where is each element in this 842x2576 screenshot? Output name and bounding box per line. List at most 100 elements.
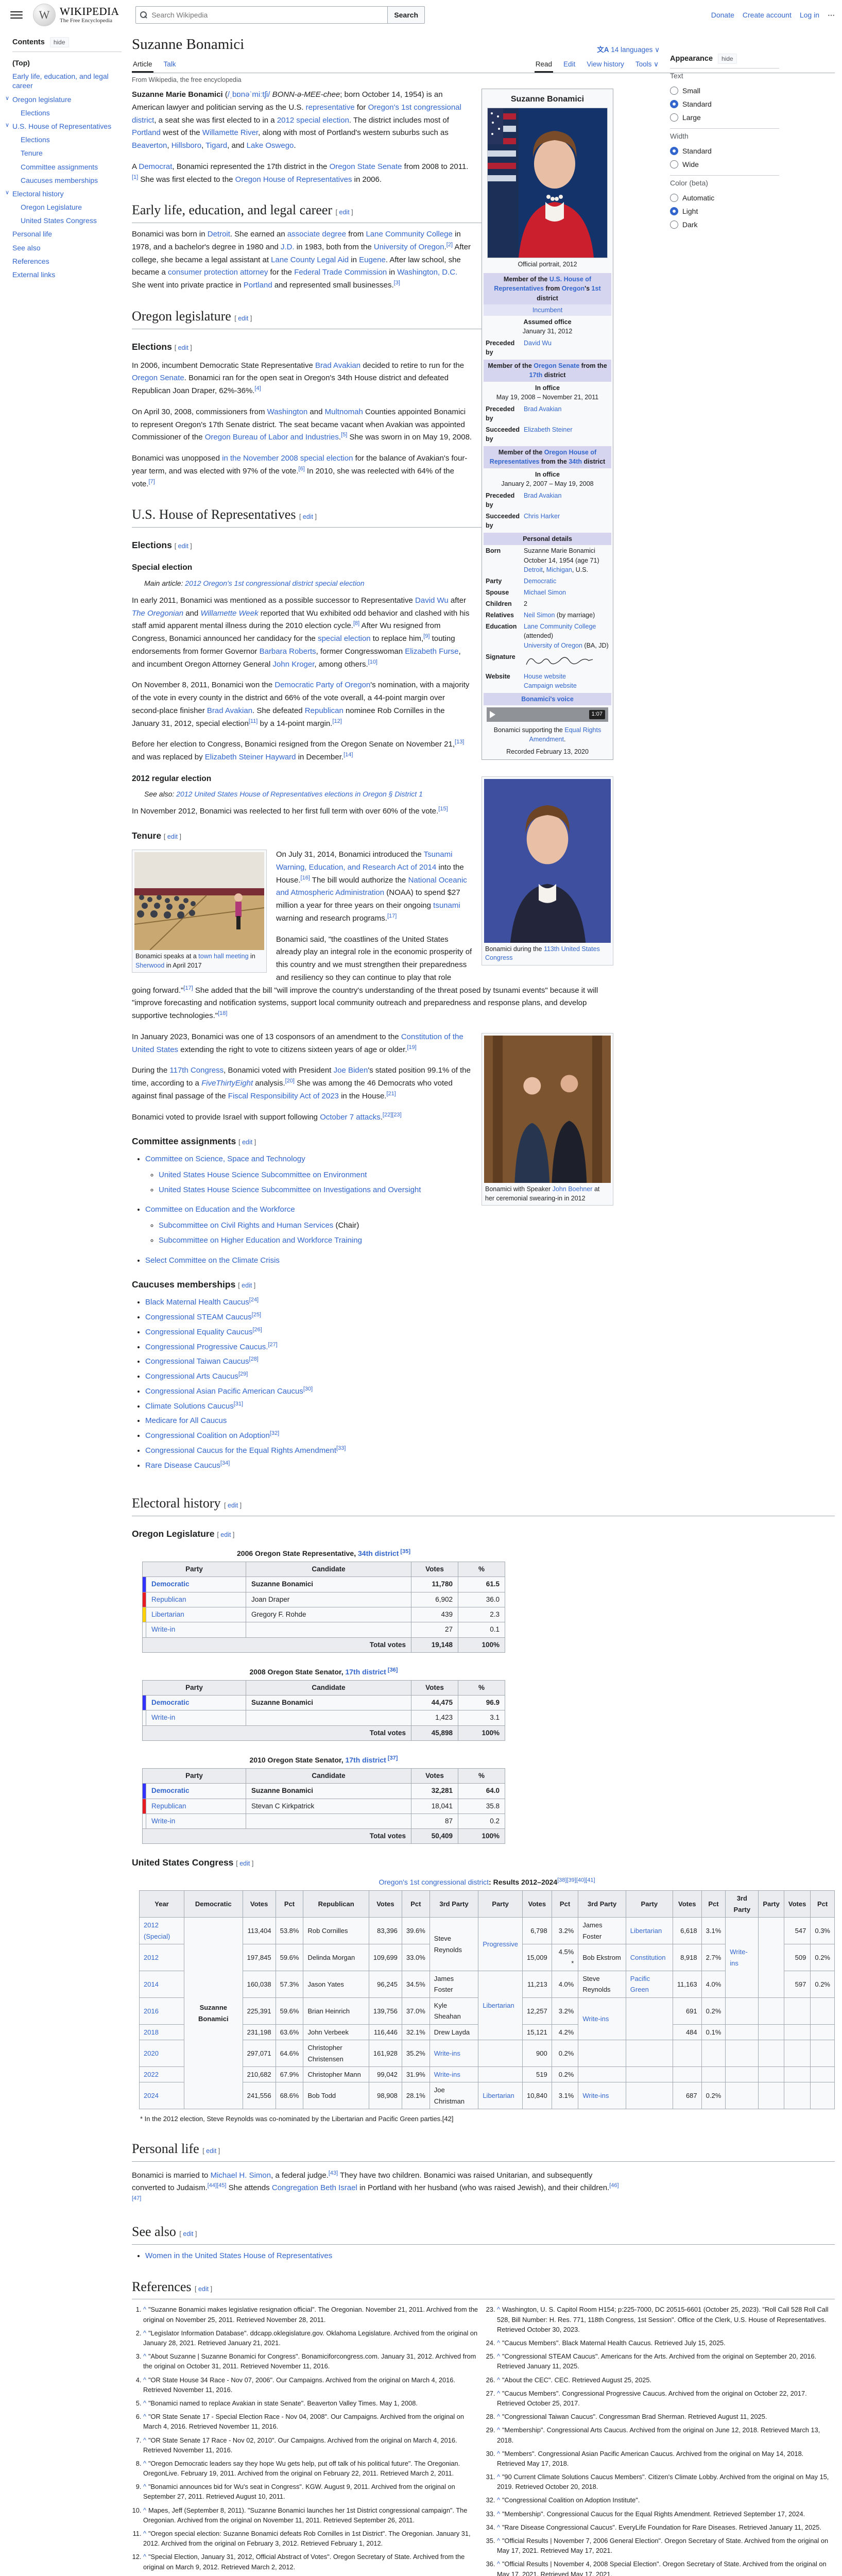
link[interactable]: 17th district [345,1667,386,1676]
link[interactable]: Oregon's 1st congressional district [379,1878,489,1887]
link[interactable]: [7] [148,478,155,485]
link[interactable]: Sherwood [135,961,165,969]
link[interactable]: Incumbent [532,306,563,314]
link[interactable]: Portland [243,281,272,290]
link[interactable]: [34] [220,1460,230,1466]
more-menu-icon[interactable]: ⋯ [828,10,835,19]
link[interactable]: Portland [132,128,161,138]
link[interactable]: [46] [609,2182,619,2189]
link[interactable]: [21] [386,1090,396,1097]
link[interactable]: 2012 (Special) [144,1921,170,1940]
link[interactable]: [22] [382,1111,392,1118]
link[interactable]: [8] [353,620,360,627]
link[interactable]: [31] [233,1400,244,1407]
link[interactable]: [16] [300,874,310,881]
link[interactable]: tsunami [433,901,460,910]
link[interactable]: Oregon [561,285,585,293]
link[interactable]: Write-in [151,1817,176,1825]
link[interactable]: [3] [393,280,400,286]
link[interactable]: [47] [132,2195,142,2202]
link[interactable]: Write-ins [582,2092,609,2100]
link[interactable]: Congressional Asian Pacific American Cau… [145,1386,303,1396]
wikipedia-logo[interactable]: W WIKIPEDIA The Free Encyclopedia [33,4,119,26]
link[interactable]: Detroit [207,230,230,239]
link[interactable]: Oregon State Senate [329,162,402,171]
link[interactable]: Republican [304,706,343,715]
tab-tools[interactable]: Tools ∨ [635,60,659,68]
link[interactable]: Brad Avakian [315,361,361,370]
link[interactable]: 113th United States Congress [485,945,600,962]
link[interactable]: [11] [248,718,258,724]
radio-light[interactable]: Light [670,205,779,218]
audio-player[interactable]: 1:07 [487,707,608,722]
link[interactable]: Constitution of the United States [132,1032,463,1054]
tab-read[interactable]: Read [534,57,554,73]
link[interactable]: David Wu [524,340,552,347]
link[interactable]: representative [305,103,355,112]
link[interactable]: Democrat [139,162,173,171]
link[interactable]: [29] [238,1371,248,1378]
link[interactable]: 2014 [144,1980,159,1988]
toc-item[interactable]: ∨ U.S. House of Representatives [5,120,122,133]
link[interactable]: Oregon Senate [534,362,580,370]
link[interactable]: Willamette River [202,128,259,138]
link[interactable]: Lake Oswego [246,141,294,150]
toc-hide-button[interactable]: hide [49,37,69,47]
toc-expand-icon[interactable]: ∨ [5,189,10,196]
link[interactable]: [27] [268,1341,278,1348]
link[interactable]: 2018 [144,2028,159,2036]
link[interactable]: town hall meeting [198,953,249,960]
link[interactable]: Constitution [630,1953,666,1961]
link[interactable]: University of Oregon [524,641,582,649]
link[interactable]: Congregation Beth Israel [271,2183,357,2193]
link[interactable]: Michael H. Simon [210,2171,271,2180]
link[interactable]: Write-ins [434,2049,460,2057]
link[interactable]: [24] [249,1297,259,1303]
toc-item[interactable]: Personal life [12,227,122,241]
link[interactable]: Congressional Equality Caucus [145,1327,253,1336]
toc-subitem[interactable]: Tenure [12,146,122,160]
link[interactable]: [37] [386,1755,398,1761]
toc-expand-icon[interactable]: ∨ [5,122,10,128]
radio-standard[interactable]: Standard [670,97,779,111]
link[interactable]: Campaign website [524,682,577,689]
link[interactable]: [44] [207,2182,217,2189]
tab-article[interactable]: Article [132,57,153,73]
link[interactable]: Libertarian [483,2092,514,2100]
link[interactable]: Oregon House of Representatives [235,175,352,184]
link[interactable]: Republican [151,1802,186,1810]
link[interactable]: Congressional Coalition on Adoption [145,1431,270,1440]
link[interactable]: Elections [21,108,50,117]
tab-talk[interactable]: Talk [163,60,176,68]
link[interactable]: [10] [368,658,377,665]
link[interactable]: 34th district [358,1549,399,1558]
link[interactable]: 1st [591,285,601,293]
link[interactable]: Neil Simon [524,612,555,619]
link[interactable]: Equal Rights Amendment [529,726,602,743]
link[interactable]: Congressional STEAM Caucus [145,1313,252,1322]
link[interactable]: Climate Solutions Caucus [145,1401,234,1411]
link[interactable]: Subcommittee on Higher Education and Wor… [159,1235,362,1245]
link[interactable]: Democratic [151,1699,190,1707]
toc-item[interactable]: Early life, education, and legal career [12,70,122,92]
radio-standard[interactable]: Standard [670,144,779,158]
link[interactable]: in the November 2008 special election [222,454,353,463]
link[interactable]: J.D. [280,242,295,251]
link[interactable]: Black Maternal Health Caucus [145,1298,249,1307]
link[interactable]: Committee on Education and the Workforce [145,1205,295,1214]
link[interactable]: /ˌbɒnəˈmiːtʃi/ [227,90,270,99]
link[interactable]: Barbara Roberts [259,647,316,656]
search-button[interactable]: Search [388,6,425,24]
link[interactable]: Federal Trade Commission [294,268,387,277]
toc-item[interactable]: External links [12,268,122,281]
link[interactable]: special election [296,115,349,125]
link[interactable]: [5] [341,432,348,438]
link[interactable]: [25] [251,1312,262,1318]
radio-wide[interactable]: Wide [670,158,779,171]
toc-subitem[interactable]: Oregon Legislature [12,200,122,214]
link[interactable]: [35] [399,1548,410,1555]
link[interactable]: Oregon Legislature [21,203,82,212]
link[interactable]: Elizabeth Steiner [524,426,573,434]
header-link-create-account[interactable]: Create account [742,11,792,19]
link[interactable]: Hillsboro [171,141,202,150]
